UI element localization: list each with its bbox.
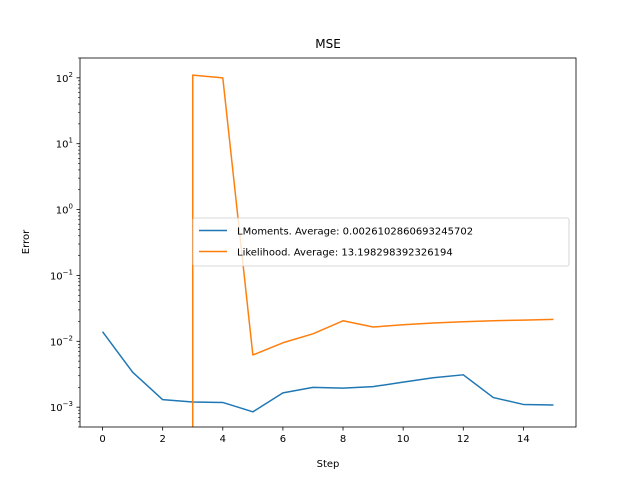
y-tick-label: 100 — [56, 203, 73, 217]
legend-label: LMoments. Average: 0.0026102860693245702 — [237, 227, 473, 238]
x-axis: 0 2 4 6 8 10 12 14 — [99, 427, 530, 445]
series-layer — [101, 74, 554, 427]
chart-title: MSE — [315, 37, 341, 51]
legend-label: Likelihood. Average: 13.198298392326194 — [237, 248, 453, 259]
series-line-2 — [191, 74, 554, 427]
x-tick-label: 10 — [397, 434, 410, 445]
y-axis-label: Error — [21, 229, 32, 254]
x-tick-label: 8 — [340, 434, 346, 445]
plot-frame — [79, 57, 577, 428]
x-tick-label: 6 — [280, 434, 286, 445]
x-tick-label: 2 — [159, 434, 165, 445]
legend-box — [192, 217, 570, 267]
x-tick-label: 4 — [220, 434, 226, 445]
y-tick-label: 10−1 — [50, 268, 73, 282]
x-tick-label: 12 — [457, 434, 470, 445]
x-tick-label: 0 — [99, 434, 105, 445]
y-tick-label: 10−2 — [50, 334, 73, 348]
x-tick-label: 14 — [517, 434, 530, 445]
legend: LMoments. Average: 0.0026102860693245702… — [192, 217, 570, 267]
x-axis-label: Step — [317, 459, 340, 470]
series-line-1 — [101, 331, 554, 413]
y-axis: 10−3 10−2 10−1 100 101 102 — [50, 57, 80, 428]
y-tick-label: 101 — [56, 137, 73, 151]
y-tick-label: 102 — [56, 71, 73, 85]
y-tick-label: 10−3 — [50, 400, 73, 414]
